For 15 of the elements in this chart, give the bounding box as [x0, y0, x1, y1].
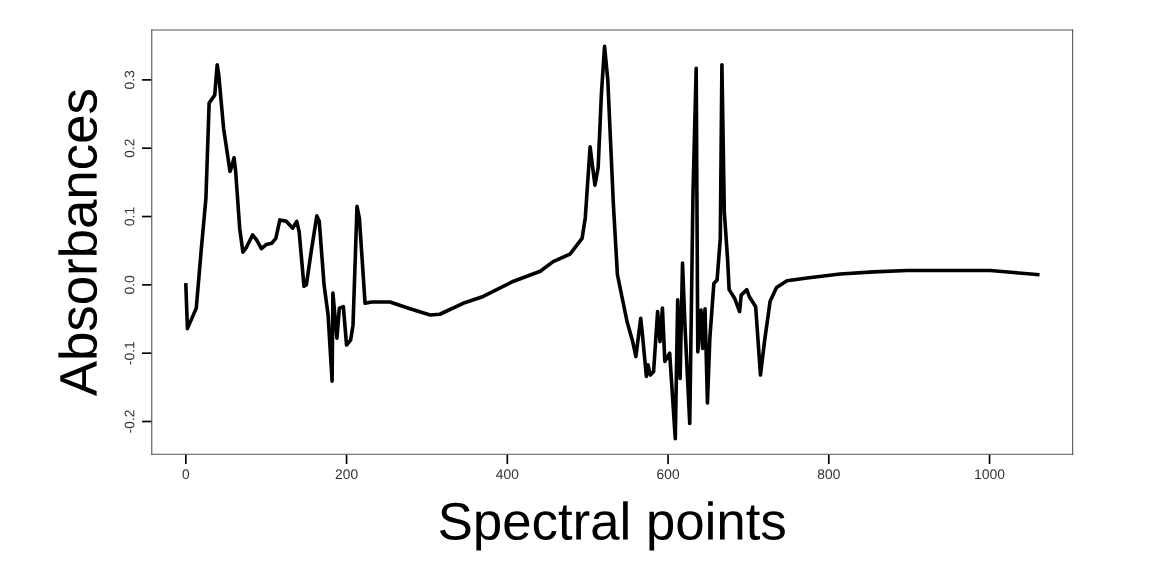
- x-axis-title: Spectral points: [440, 501, 785, 551]
- y-tick-label: -0.2: [124, 410, 135, 433]
- x-tick-label: 600: [657, 469, 680, 480]
- y-tick-label: 0.0: [124, 275, 135, 294]
- y-tick-label: 0.1: [124, 207, 135, 226]
- x-tick-label: 400: [496, 469, 519, 480]
- y-tick-label: 0.2: [124, 139, 135, 158]
- y-tick-label: -0.1: [124, 341, 135, 365]
- y-axis-title: Absorbances: [58, 90, 98, 397]
- x-tick-label: 0: [182, 469, 190, 480]
- x-tick-label: 200: [335, 469, 358, 480]
- y-tick-label: 0.3: [124, 70, 135, 89]
- x-tick-label: 800: [817, 469, 840, 480]
- line-series: [184, 44, 1040, 441]
- x-tick-label: 1000: [975, 469, 1005, 480]
